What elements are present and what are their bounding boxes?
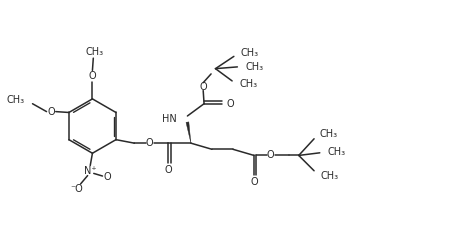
Text: O: O — [250, 177, 258, 187]
Polygon shape — [186, 122, 191, 143]
Text: CH₃: CH₃ — [245, 62, 263, 72]
Text: CH₃: CH₃ — [328, 147, 346, 157]
Text: CH₃: CH₃ — [86, 47, 104, 57]
Text: O: O — [47, 107, 55, 117]
Text: CH₃: CH₃ — [320, 128, 338, 138]
Text: O: O — [164, 165, 172, 175]
Text: CH₃: CH₃ — [7, 95, 25, 105]
Text: HN: HN — [162, 114, 177, 124]
Text: O: O — [267, 151, 274, 160]
Text: O: O — [226, 99, 234, 109]
Text: CH₃: CH₃ — [321, 170, 339, 181]
Text: N⁺: N⁺ — [84, 166, 96, 176]
Text: O: O — [104, 172, 112, 182]
Text: CH₃: CH₃ — [239, 79, 257, 90]
Text: ⁻O: ⁻O — [71, 184, 83, 194]
Text: O: O — [199, 82, 207, 92]
Text: CH₃: CH₃ — [241, 48, 259, 58]
Text: O: O — [146, 138, 154, 148]
Text: O: O — [89, 71, 96, 81]
